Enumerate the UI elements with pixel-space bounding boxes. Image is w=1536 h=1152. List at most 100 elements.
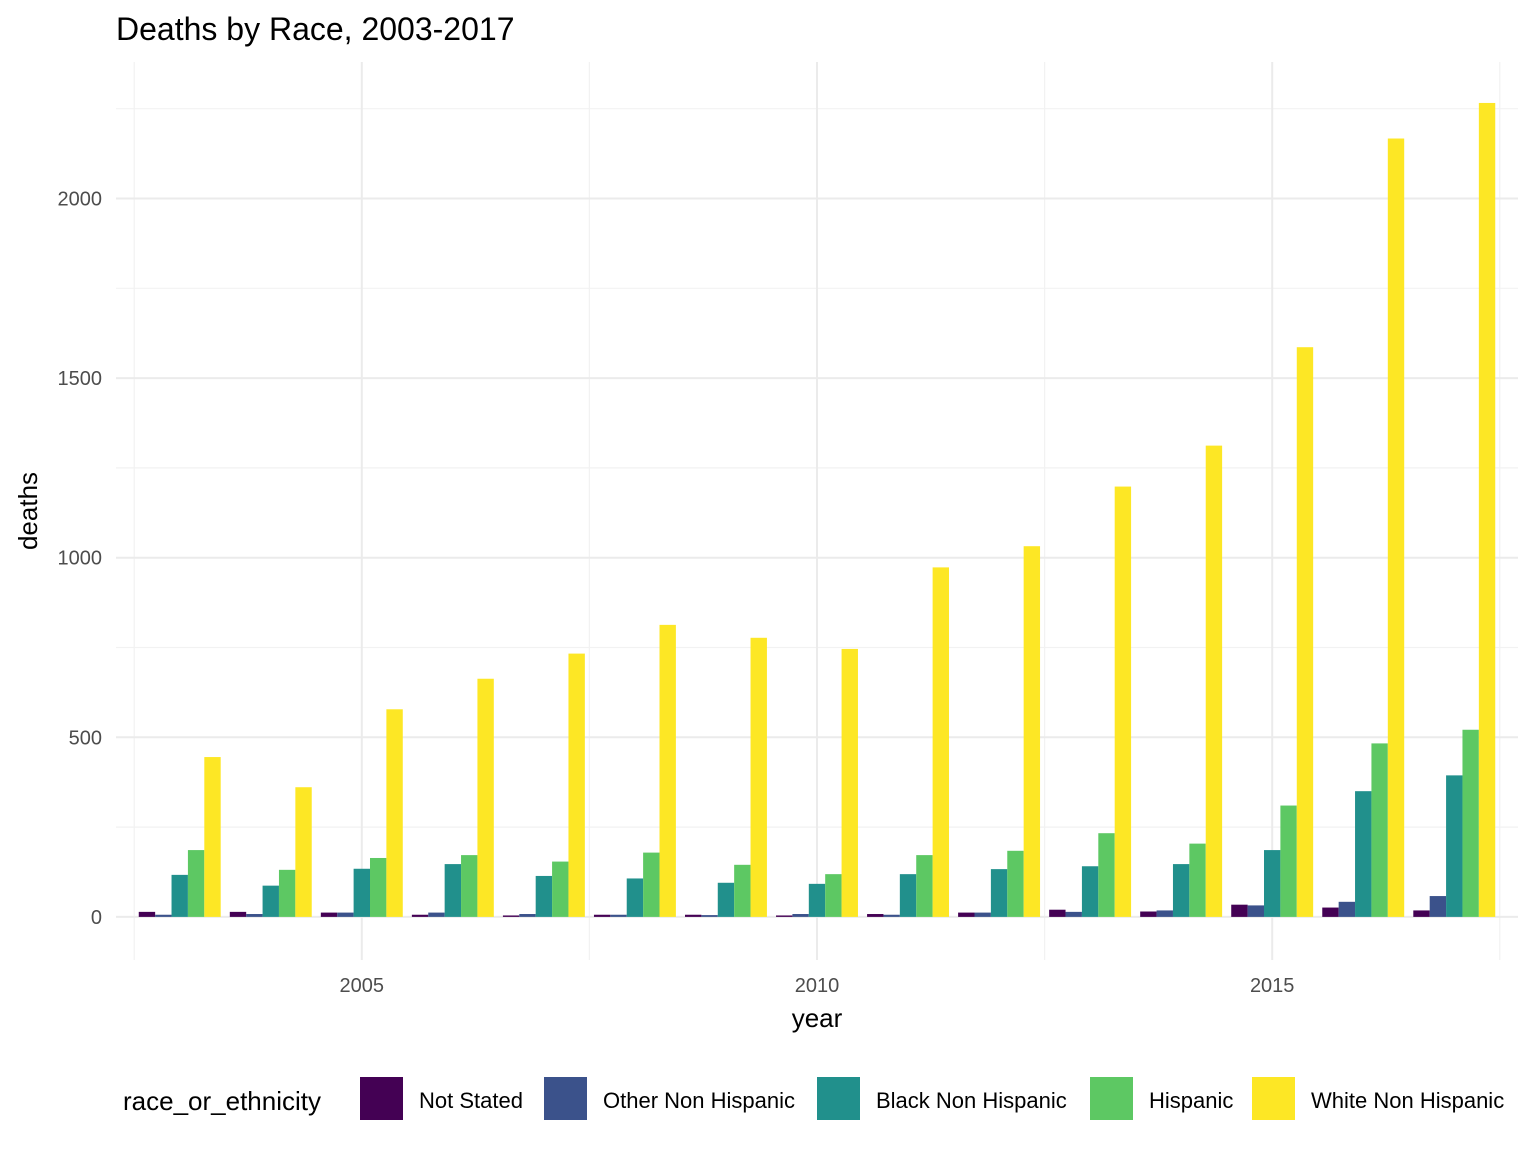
bar-white-non-hispanic-2010 bbox=[841, 648, 858, 917]
legend-label: Black Non Hispanic bbox=[876, 1088, 1067, 1113]
bar-black-non-hispanic-2017 bbox=[1446, 775, 1463, 917]
bar-hispanic-2007 bbox=[552, 861, 569, 917]
bar-hispanic-2009 bbox=[734, 864, 751, 917]
legend-key bbox=[817, 1077, 860, 1120]
tick-labels: 0 500 1000 1500 2000 2005 2010 2015 bbox=[58, 188, 1295, 997]
legend-item: Black Non Hispanic bbox=[817, 1077, 1067, 1120]
legend-item: Hispanic bbox=[1090, 1077, 1233, 1120]
bar-white-non-hispanic-2005 bbox=[386, 709, 403, 917]
y-tick-label: 0 bbox=[91, 907, 102, 929]
bar-black-non-hispanic-2005 bbox=[353, 868, 370, 917]
legend-label: White Non Hispanic bbox=[1311, 1088, 1504, 1113]
bar-other-non-hispanic-2017 bbox=[1429, 896, 1447, 917]
bar-not-stated-2007 bbox=[502, 915, 520, 917]
bars bbox=[138, 102, 1496, 917]
x-tick-label: 2015 bbox=[1250, 975, 1295, 997]
bar-not-stated-2013 bbox=[1049, 909, 1066, 917]
bar-other-non-hispanic-2016 bbox=[1338, 901, 1356, 917]
y-tick-label: 500 bbox=[69, 727, 102, 749]
legend-item: Not Stated bbox=[360, 1077, 523, 1120]
bar-other-non-hispanic-2015 bbox=[1247, 905, 1265, 917]
bar-hispanic-2004 bbox=[278, 869, 296, 917]
bar-not-stated-2010 bbox=[776, 915, 793, 917]
legend-key bbox=[544, 1077, 587, 1120]
bar-hispanic-2005 bbox=[369, 857, 387, 917]
bar-black-non-hispanic-2006 bbox=[444, 864, 462, 917]
x-tick-label: 2005 bbox=[340, 975, 385, 997]
bar-hispanic-2017 bbox=[1462, 729, 1479, 917]
bar-not-stated-2004 bbox=[229, 911, 247, 917]
legend-title: race_or_ethnicity bbox=[123, 1086, 321, 1116]
bar-not-stated-2016 bbox=[1322, 907, 1339, 917]
bar-not-stated-2012 bbox=[958, 912, 975, 917]
bar-black-non-hispanic-2014 bbox=[1172, 864, 1190, 917]
bar-other-non-hispanic-2010 bbox=[792, 914, 809, 917]
legend-item: Other Non Hispanic bbox=[544, 1077, 795, 1120]
bar-black-non-hispanic-2009 bbox=[717, 882, 735, 917]
bar-hispanic-2016 bbox=[1371, 743, 1388, 917]
bar-other-non-hispanic-2005 bbox=[337, 912, 354, 917]
y-axis-title: deaths bbox=[13, 472, 43, 550]
y-tick-label: 1000 bbox=[58, 548, 103, 570]
bar-hispanic-2011 bbox=[916, 855, 933, 917]
y-tick-label: 1500 bbox=[58, 368, 103, 390]
bar-white-non-hispanic-2004 bbox=[295, 787, 312, 917]
bar-hispanic-2013 bbox=[1098, 833, 1115, 917]
bar-other-non-hispanic-2008 bbox=[610, 914, 627, 917]
bar-not-stated-2009 bbox=[684, 914, 702, 917]
bar-black-non-hispanic-2015 bbox=[1264, 850, 1281, 917]
bar-white-non-hispanic-2008 bbox=[659, 624, 676, 917]
legend-key bbox=[1090, 1077, 1133, 1120]
bar-black-non-hispanic-2016 bbox=[1355, 791, 1372, 917]
y-tick-label: 2000 bbox=[58, 188, 103, 210]
bar-white-non-hispanic-2016 bbox=[1387, 138, 1405, 917]
x-tick-label: 2010 bbox=[795, 975, 840, 997]
bar-white-non-hispanic-2017 bbox=[1478, 102, 1496, 917]
bar-black-non-hispanic-2013 bbox=[1081, 866, 1099, 917]
legend: race_or_ethnicity Not Stated Other Non Hi… bbox=[123, 1077, 1504, 1120]
legend-key bbox=[360, 1077, 403, 1120]
bar-white-non-hispanic-2009 bbox=[750, 637, 767, 917]
bar-hispanic-2008 bbox=[643, 852, 660, 917]
bar-not-stated-2005 bbox=[320, 912, 338, 917]
bar-white-non-hispanic-2003 bbox=[204, 757, 221, 917]
chart-title: Deaths by Race, 2003-2017 bbox=[116, 11, 514, 47]
legend-label: Not Stated bbox=[419, 1088, 523, 1113]
bar-other-non-hispanic-2004 bbox=[246, 914, 263, 917]
bar-white-non-hispanic-2013 bbox=[1114, 486, 1132, 917]
bar-hispanic-2014 bbox=[1189, 843, 1206, 917]
bar-other-non-hispanic-2013 bbox=[1065, 911, 1082, 917]
bar-hispanic-2012 bbox=[1007, 850, 1024, 917]
bar-white-non-hispanic-2006 bbox=[477, 678, 494, 917]
bar-other-non-hispanic-2011 bbox=[883, 914, 900, 917]
bar-white-non-hispanic-2007 bbox=[568, 653, 585, 917]
bar-not-stated-2006 bbox=[411, 914, 429, 917]
legend-label: Hispanic bbox=[1149, 1088, 1233, 1113]
bar-not-stated-2003 bbox=[138, 911, 156, 917]
bar-hispanic-2015 bbox=[1280, 805, 1297, 917]
legend-item: White Non Hispanic bbox=[1252, 1077, 1504, 1120]
x-axis-title: year bbox=[792, 1003, 843, 1033]
bar-hispanic-2010 bbox=[825, 874, 842, 917]
bar-other-non-hispanic-2012 bbox=[974, 912, 991, 917]
bar-black-non-hispanic-2003 bbox=[171, 874, 188, 917]
bar-hispanic-2003 bbox=[187, 850, 205, 917]
bar-hispanic-2006 bbox=[461, 855, 478, 917]
bar-other-non-hispanic-2009 bbox=[701, 915, 718, 917]
legend-label: Other Non Hispanic bbox=[603, 1088, 795, 1113]
bar-not-stated-2008 bbox=[593, 914, 611, 917]
bar-black-non-hispanic-2008 bbox=[626, 878, 644, 917]
legend-key bbox=[1252, 1077, 1295, 1120]
bar-other-non-hispanic-2006 bbox=[428, 912, 445, 917]
bar-black-non-hispanic-2010 bbox=[808, 883, 826, 917]
legend-items: Not Stated Other Non Hispanic Black Non Hi… bbox=[360, 1077, 1504, 1120]
bar-black-non-hispanic-2011 bbox=[899, 874, 917, 917]
bar-white-non-hispanic-2012 bbox=[1023, 546, 1041, 917]
bar-not-stated-2014 bbox=[1140, 911, 1157, 917]
bar-white-non-hispanic-2015 bbox=[1296, 347, 1314, 917]
bar-other-non-hispanic-2007 bbox=[519, 914, 536, 917]
bar-not-stated-2015 bbox=[1231, 904, 1248, 917]
bar-white-non-hispanic-2014 bbox=[1205, 445, 1223, 917]
